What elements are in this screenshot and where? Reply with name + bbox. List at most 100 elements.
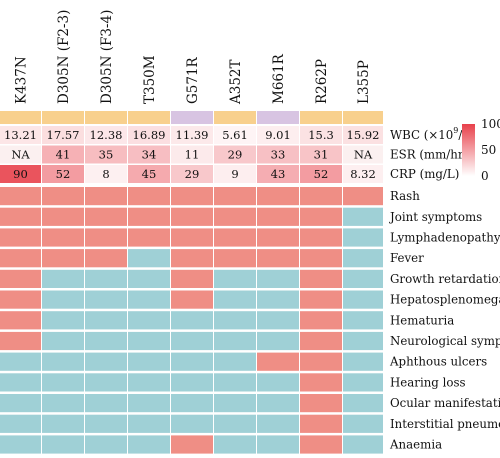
- variant-group-cell: [300, 111, 342, 124]
- symptom-absent-cell: [42, 414, 84, 433]
- variant-group-strip: [0, 111, 383, 124]
- lab-value-text: 9: [231, 167, 238, 181]
- lab-value-text: 52: [314, 167, 329, 181]
- symptom-absent-cell: [85, 311, 127, 330]
- symptom-present-cell: [214, 207, 256, 226]
- lab-label-sup: 9: [453, 126, 458, 135]
- symptom-absent-cell: [42, 435, 84, 454]
- column-label: D305N (F3-4): [99, 10, 115, 104]
- symptom-absent-cell: [214, 435, 256, 454]
- symptom-present-cell: [257, 228, 299, 247]
- symptom-absent-cell: [171, 373, 213, 392]
- symptom-absent-cell: [343, 331, 383, 351]
- variant-group-cell: [42, 111, 84, 124]
- symptom-present-cell: [171, 228, 213, 247]
- column-labels: K437N D305N (F2-3) D305N (F3-4) T350M G571R A…: [14, 10, 373, 105]
- lab-value-text: 11.39: [176, 128, 209, 142]
- lab-value-cell: [343, 145, 383, 164]
- symptom-present-cell: [300, 311, 342, 330]
- symptom-absent-cell: [128, 435, 170, 454]
- symptom-present-cell: [300, 228, 342, 247]
- lab-value-cell: [300, 126, 342, 144]
- color-scale-bar: [462, 124, 475, 176]
- symptom-row-label: Anaemia: [389, 438, 442, 452]
- symptom-present-cell: [42, 249, 84, 268]
- color-scale-legend: 100 50 0: [462, 117, 500, 183]
- symptom-absent-cell: [343, 414, 383, 433]
- symptom-absent-cell: [128, 373, 170, 392]
- lab-value-text: 35: [99, 148, 114, 162]
- symptom-row-label: Joint symptoms: [389, 210, 482, 224]
- variant-group-cell: [343, 111, 383, 124]
- lab-value-text: 52: [56, 167, 71, 181]
- symptom-present-cell: [0, 207, 41, 226]
- symptom-present-cell: [128, 207, 170, 226]
- symptom-present-cell: [128, 187, 170, 206]
- lab-value-cell: [300, 145, 342, 164]
- symptom-absent-cell: [0, 352, 41, 371]
- symptom-present-cell: [85, 207, 127, 226]
- lab-value-cell: [42, 126, 84, 144]
- symptom-present-cell: [300, 373, 342, 392]
- symptom-absent-cell: [128, 311, 170, 330]
- symptom-present-cell: [128, 228, 170, 247]
- symptom-absent-cell: [214, 373, 256, 392]
- symptom-absent-cell: [85, 394, 127, 413]
- symptom-absent-cell: [0, 435, 41, 454]
- symptom-absent-cell: [0, 414, 41, 433]
- symptom-row-label: Growth retardation: [390, 272, 500, 286]
- symptom-absent-cell: [128, 249, 170, 268]
- variant-group-cell: [85, 111, 127, 124]
- symptom-row-label: Neurological symptoms: [390, 334, 500, 348]
- symptom-absent-cell: [343, 290, 383, 309]
- lab-value-text: 15.92: [347, 128, 380, 142]
- lab-value-cell: [343, 165, 383, 183]
- symptom-absent-cell: [257, 373, 299, 392]
- symptom-absent-cell: [42, 269, 84, 288]
- variant-group-cell: [214, 111, 256, 124]
- lab-value-cell: [85, 165, 127, 183]
- symptom-absent-cell: [128, 331, 170, 351]
- lab-value-text: 9.01: [265, 128, 291, 142]
- variant-group-cell: [128, 111, 170, 124]
- symptom-present-cell: [300, 207, 342, 226]
- lab-value-cell: [214, 145, 256, 164]
- symptom-present-cell: [42, 187, 84, 206]
- symptom-present-cell: [300, 187, 342, 206]
- symptom-absent-cell: [42, 352, 84, 371]
- symptom-present-cell: [300, 352, 342, 371]
- lab-value-cell: [171, 145, 213, 164]
- symptom-absent-cell: [85, 331, 127, 351]
- lab-value-text: 29: [228, 148, 243, 162]
- symptom-absent-cell: [171, 414, 213, 433]
- symptom-absent-cell: [257, 331, 299, 351]
- symptom-absent-cell: [257, 290, 299, 309]
- lab-value-cell: [0, 145, 41, 164]
- symptom-absent-cell: [214, 290, 256, 309]
- lab-value-text: NA: [11, 148, 30, 162]
- lab-value-text: NA: [354, 148, 373, 162]
- lab-row-label: ESR (mm/hr): [390, 148, 468, 162]
- lab-value-cell: [343, 126, 383, 144]
- row-labels: WBC (×109/L)ESR (mm/hr)CRP (mg/L)RashJoi…: [389, 126, 500, 452]
- column-label: D305N (F2-3): [56, 10, 72, 104]
- symptom-present-cell: [257, 249, 299, 268]
- symptom-present-cell: [214, 228, 256, 247]
- symptom-present-cell: [85, 249, 127, 268]
- symptom-present-cell: [0, 290, 41, 309]
- variant-group-cell: [171, 111, 213, 124]
- lab-row-label: CRP (mg/L): [390, 167, 459, 181]
- symptom-absent-cell: [214, 269, 256, 288]
- color-scale-tick: 0: [481, 169, 489, 183]
- symptom-present-cell: [171, 269, 213, 288]
- symptom-absent-cell: [257, 311, 299, 330]
- symptom-present-cell: [85, 187, 127, 206]
- symptom-absent-cell: [214, 352, 256, 371]
- symptom-absent-cell: [128, 269, 170, 288]
- symptom-absent-cell: [257, 269, 299, 288]
- symptom-absent-cell: [171, 352, 213, 371]
- symptom-absent-cell: [343, 249, 383, 268]
- symptom-absent-cell: [257, 414, 299, 433]
- column-label: R262P: [314, 59, 330, 104]
- symptom-present-cell: [300, 435, 342, 454]
